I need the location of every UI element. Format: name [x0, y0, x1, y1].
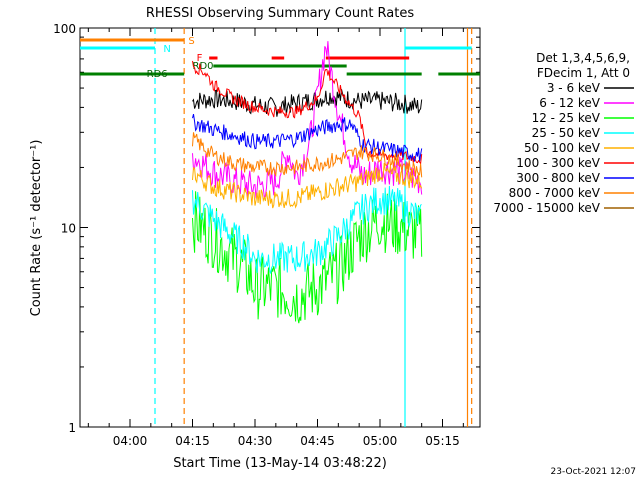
x-axis-label: Start Time (13-May-14 03:48:22) [173, 456, 387, 471]
legend-label: 100 - 300 keV [516, 156, 600, 170]
y-tick-label: 100 [53, 22, 76, 36]
series-line [192, 163, 423, 209]
legend-label: 3 - 6 keV [547, 81, 601, 95]
x-tick-label: 04:00 [113, 434, 148, 448]
series-line [192, 89, 423, 117]
flag-label-rd6: RD6 [147, 69, 168, 80]
series-line [192, 191, 423, 324]
chart-title: RHESSI Observing Summary Count Rates [146, 6, 415, 21]
plot-frame [79, 27, 481, 428]
x-tick-label: 04:15 [175, 434, 210, 448]
legend-label: 50 - 100 keV [524, 141, 601, 155]
series-line [192, 113, 423, 163]
x-tick-label: 04:45 [300, 434, 335, 448]
flag-label-s: S [188, 36, 194, 47]
legend-header-line-2: FDecim 1, Att 0 [537, 66, 630, 80]
legend-label: 25 - 50 keV [532, 126, 601, 140]
legend-label: 7000 - 15000 keV [493, 201, 600, 215]
timestamp: 23-Oct-2021 12:07 [551, 467, 636, 477]
x-tick-label: 04:30 [238, 434, 273, 448]
series-line [192, 132, 423, 178]
flag-label-rd0: RD0 [193, 61, 214, 72]
y-axis-label: Count Rate (s⁻¹ detector⁻¹) [29, 140, 44, 317]
series-line [192, 60, 423, 165]
legend-label: 800 - 7000 keV [509, 186, 601, 200]
y-tick-label: 10 [61, 222, 76, 236]
x-tick-label: 05:15 [425, 434, 460, 448]
y-tick-label: 1 [68, 421, 76, 435]
series-line [192, 185, 422, 274]
legend-header-line-1: Det 1,3,4,5,6,9, [536, 51, 630, 65]
flag-label-n: N [163, 44, 170, 55]
legend-label: 6 - 12 keV [539, 96, 601, 110]
legend-label: 12 - 25 keV [532, 111, 601, 125]
x-tick-label: 05:00 [363, 434, 398, 448]
flag-label-f: F [197, 53, 203, 64]
legend-label: 300 - 800 keV [516, 171, 600, 185]
